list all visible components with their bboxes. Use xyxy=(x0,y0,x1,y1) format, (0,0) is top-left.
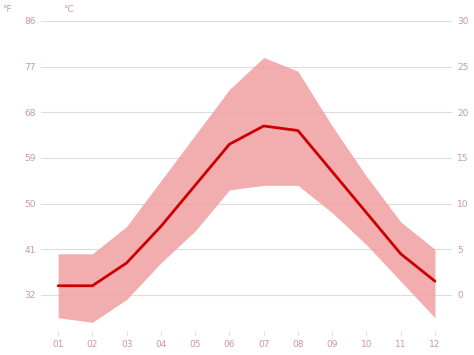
Text: °F: °F xyxy=(2,5,11,14)
Text: °C: °C xyxy=(63,5,74,14)
